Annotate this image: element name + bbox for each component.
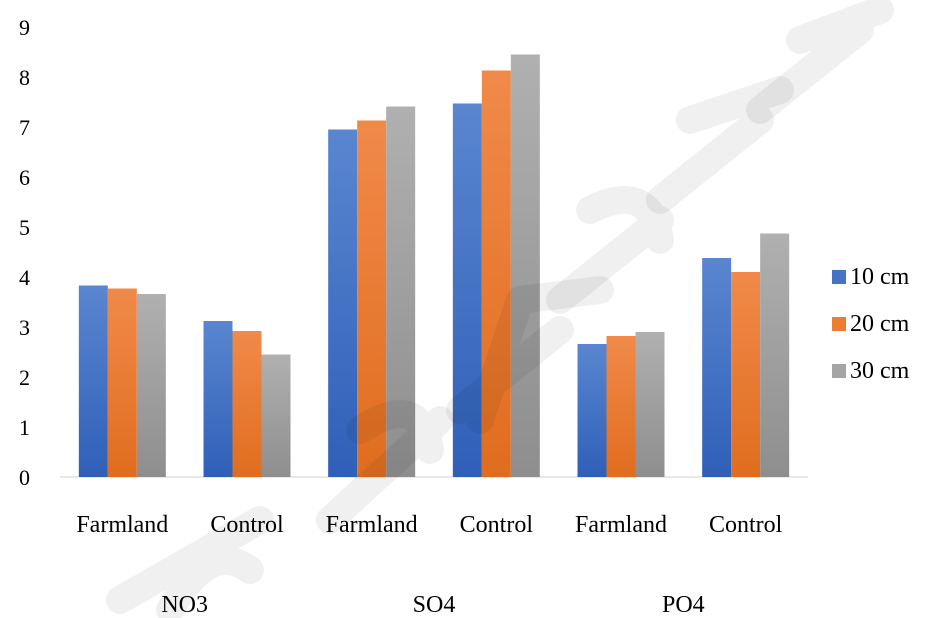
bar-30-cm-5: [760, 233, 790, 477]
bar-10-cm-0: [78, 285, 108, 477]
bar-10-cm-2: [328, 129, 358, 477]
y-tick-label: 4: [19, 265, 30, 290]
bar-30-cm-3: [510, 54, 540, 477]
bar-10-cm-4: [577, 344, 607, 477]
group-label: NO3: [161, 592, 208, 618]
category-label: Farmland: [326, 512, 418, 538]
y-tick-label: 5: [19, 215, 30, 240]
legend-label: 20 cm: [850, 311, 910, 337]
bar-30-cm-4: [635, 332, 665, 477]
bar-20-cm-1: [232, 331, 262, 477]
y-tick-label: 1: [19, 415, 30, 440]
bar-30-cm-0: [136, 294, 166, 477]
bar-10-cm-1: [203, 321, 233, 477]
category-label: Control: [709, 512, 783, 538]
y-tick-label: 8: [19, 65, 30, 90]
category-label: Control: [460, 512, 534, 538]
legend-swatch: [832, 270, 846, 284]
y-tick-label: 9: [19, 15, 30, 40]
bar-10-cm-5: [702, 258, 732, 477]
bar-20-cm-5: [731, 272, 761, 477]
bar-30-cm-2: [386, 106, 416, 477]
bar-10-cm-3: [452, 103, 482, 477]
legend-label: 30 cm: [850, 358, 910, 384]
legend-swatch: [832, 317, 846, 331]
bar-20-cm-3: [481, 70, 511, 477]
legend-swatch: [832, 364, 846, 378]
group-labels: NO3 SO4 PO4: [161, 592, 704, 618]
y-axis-ticks: 0 1 2 3 4 5 6 7 8 9: [19, 15, 30, 490]
category-label: Control: [210, 512, 284, 538]
bar-20-cm-0: [107, 288, 137, 477]
legend: 10 cm 20 cm 30 cm: [832, 264, 910, 384]
category-labels: Farmland Control Farmland Control Farmland Co…: [76, 512, 782, 538]
group-label: SO4: [413, 592, 456, 618]
y-tick-label: 3: [19, 315, 30, 340]
bar-20-cm-4: [606, 336, 636, 477]
bar-20-cm-2: [357, 120, 387, 477]
group-label: PO4: [662, 592, 705, 618]
bar-30-cm-1: [261, 354, 291, 477]
y-tick-label: 0: [19, 465, 30, 490]
bars: [78, 54, 790, 477]
category-label: Farmland: [76, 512, 168, 538]
y-tick-label: 7: [19, 115, 30, 140]
y-tick-label: 6: [19, 165, 30, 190]
legend-label: 10 cm: [850, 264, 910, 290]
y-tick-label: 2: [19, 365, 30, 390]
category-label: Farmland: [575, 512, 667, 538]
